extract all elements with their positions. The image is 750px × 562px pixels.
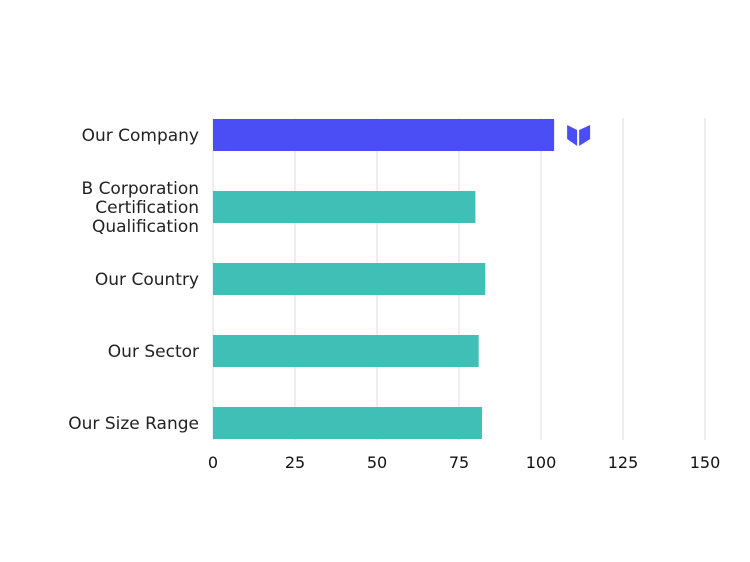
x-tick-label: 75 (449, 453, 469, 472)
category-label: Our Company (82, 126, 199, 146)
x-tick-label: 25 (285, 453, 305, 472)
category-label: Our Size Range (68, 414, 199, 434)
x-tick-label: 125 (608, 453, 639, 472)
bar-0 (213, 119, 555, 151)
category-label: Certification (95, 198, 199, 218)
x-tick-label: 100 (526, 453, 557, 472)
category-labels: Our Company B CorporationCertificationQua… (68, 126, 199, 434)
x-tick-label: 150 (690, 453, 721, 472)
category-label: Qualification (92, 217, 199, 237)
category-label: B Corporation (82, 179, 200, 199)
x-tick-label: 0 (208, 453, 218, 472)
bar-2 (213, 263, 486, 295)
bar-1 (213, 191, 476, 223)
category-label: Our Sector (108, 342, 199, 362)
b-logo-icon (567, 125, 591, 146)
marker (567, 125, 591, 146)
bar-3 (213, 335, 479, 367)
category-label: Our Country (95, 270, 199, 290)
x-tick-label: 50 (367, 453, 387, 472)
bar-4 (213, 407, 482, 439)
x-axis-ticks: 0 25 50 75 100 125 150 (208, 453, 720, 472)
bars (213, 119, 555, 439)
